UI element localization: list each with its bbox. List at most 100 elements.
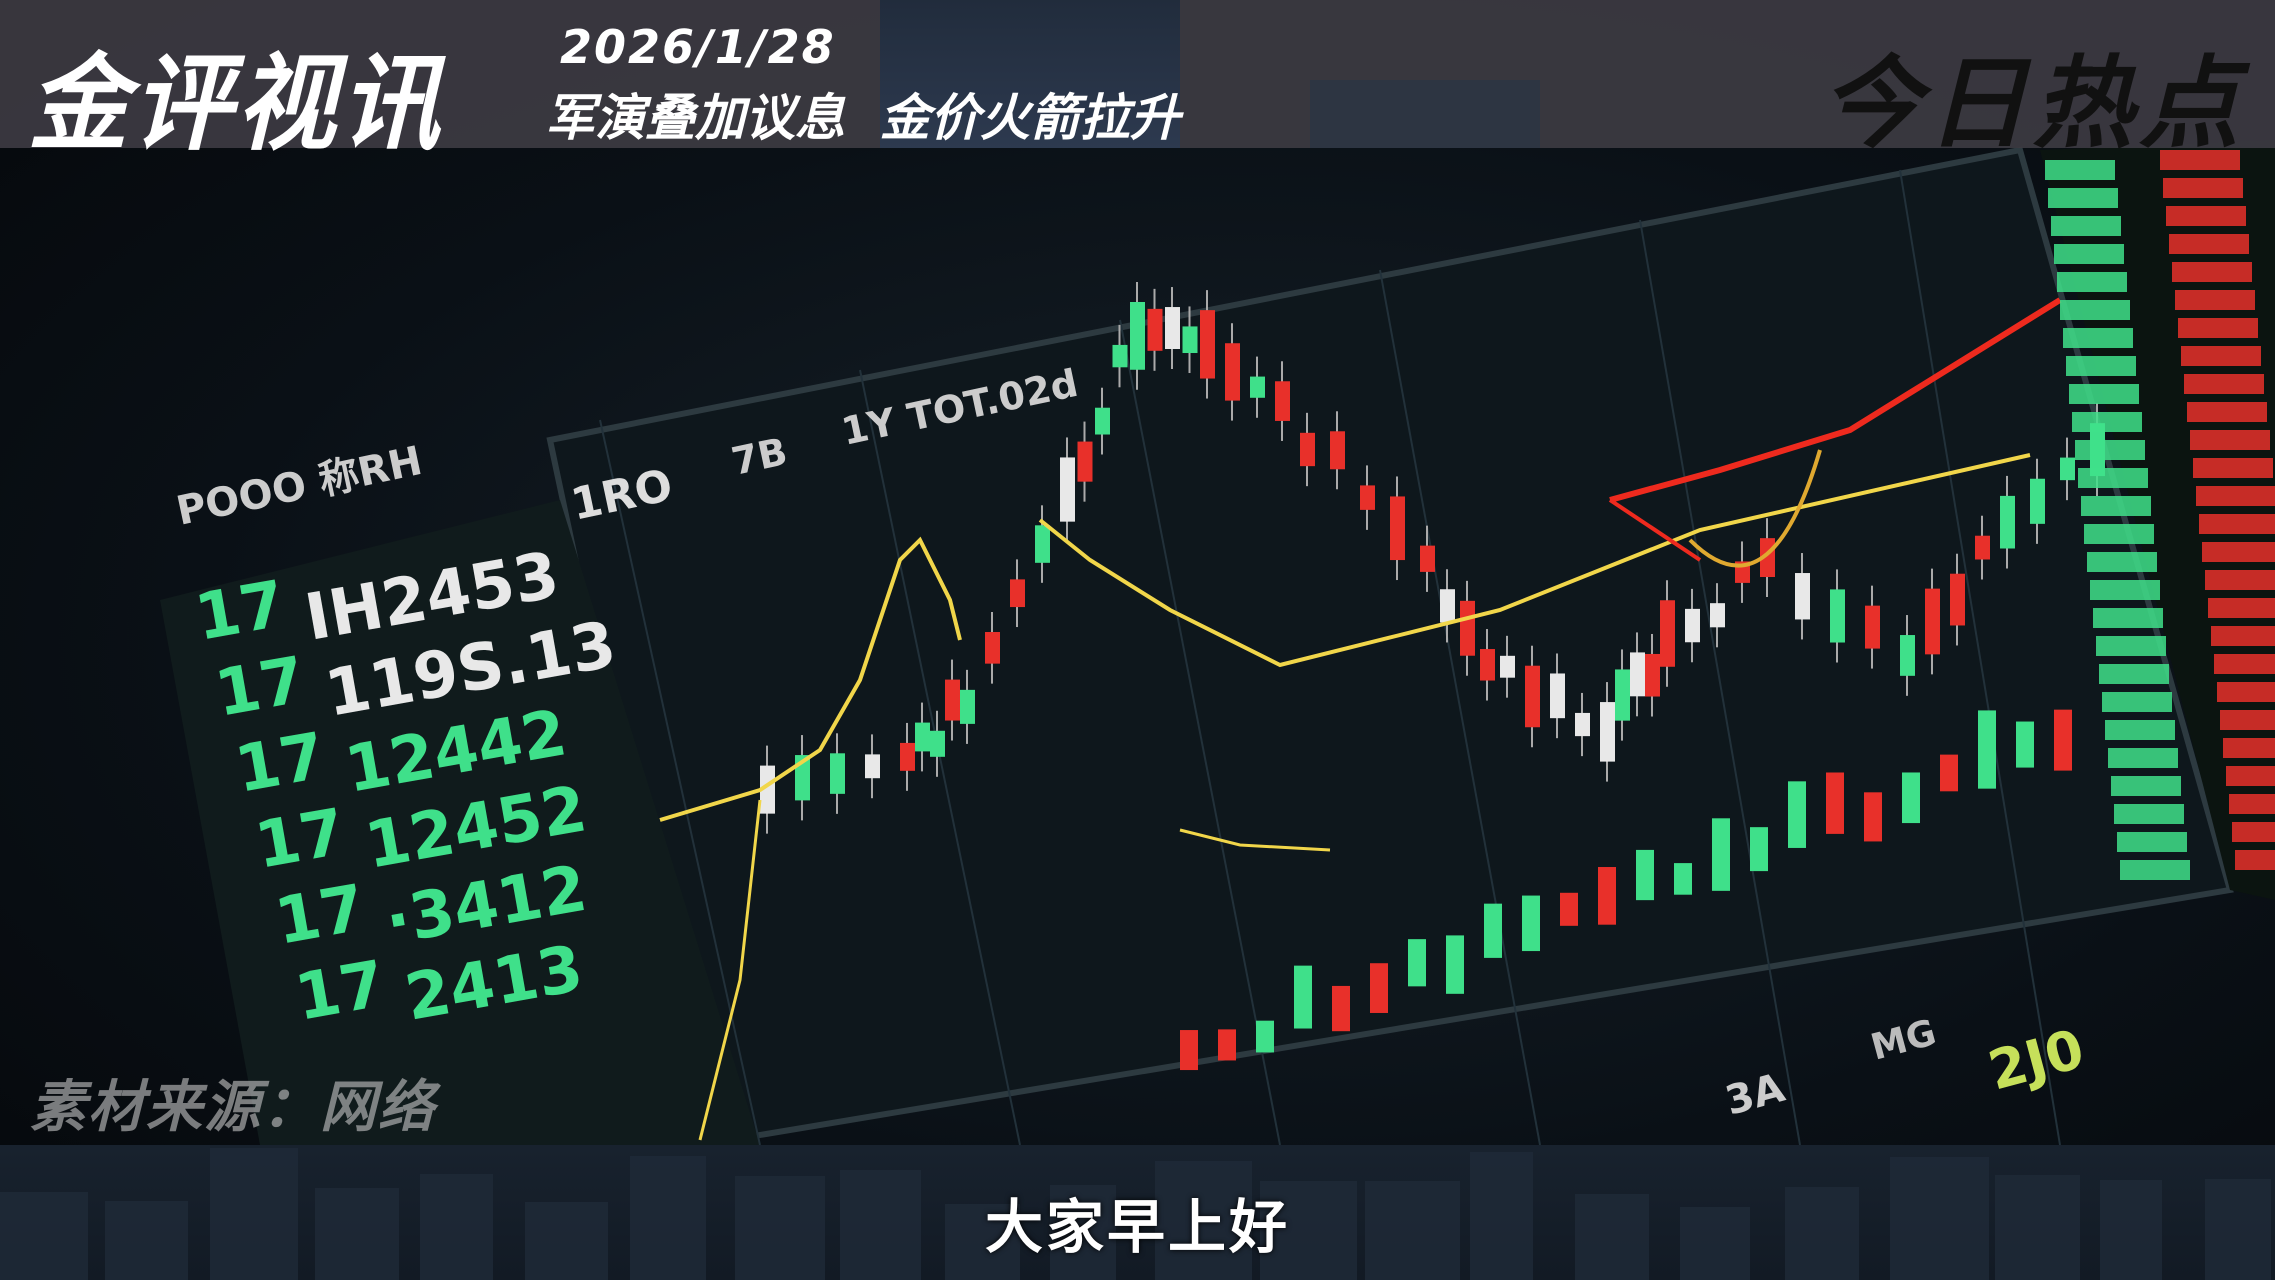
order-book-cell xyxy=(2081,496,2151,516)
ticker-prefix: 17 xyxy=(270,871,371,959)
candle xyxy=(1712,818,1730,891)
background-building xyxy=(525,1201,608,1280)
candle xyxy=(1256,1020,1274,1053)
candle xyxy=(1795,573,1810,620)
order-book-cell xyxy=(2120,860,2190,880)
ticker-prefix: 17 xyxy=(290,947,391,1035)
candle xyxy=(2000,495,2015,549)
candle xyxy=(1522,895,1540,952)
lower-label: 2J0 xyxy=(1982,1017,2090,1103)
background-building xyxy=(880,0,1180,148)
background-building xyxy=(630,1156,706,1280)
candle xyxy=(1035,525,1050,563)
order-book-cell xyxy=(2160,150,2240,170)
background-building xyxy=(210,1147,299,1280)
candle xyxy=(1550,673,1565,719)
ticker-prefix: 17 xyxy=(230,719,331,807)
candle xyxy=(1600,702,1615,762)
candle xyxy=(1147,308,1163,351)
channel-logo: 金评视讯 xyxy=(28,42,444,166)
candle xyxy=(1420,545,1435,572)
candle xyxy=(1978,710,1996,789)
candle xyxy=(1408,939,1426,987)
yellow-ma-line xyxy=(659,536,962,822)
order-book-cell xyxy=(2054,244,2124,264)
background-building xyxy=(2100,1179,2163,1280)
candle xyxy=(1975,535,1990,560)
headline: 军演叠加议息 金价火箭拉升 xyxy=(545,89,1180,147)
background-building xyxy=(1890,1157,1990,1280)
candle xyxy=(900,742,915,771)
order-book-cell xyxy=(2060,300,2130,320)
grid-line xyxy=(1639,219,1801,1146)
background-building xyxy=(1365,1181,1460,1280)
order-book-cell xyxy=(2235,850,2275,870)
candle xyxy=(2054,709,2072,771)
yellow-ma-line-4 xyxy=(1179,828,1331,852)
order-book-cell xyxy=(2223,738,2275,758)
background-building xyxy=(1785,1187,1860,1280)
order-book-cell xyxy=(2190,430,2270,450)
background-building xyxy=(1260,1180,1357,1280)
order-book-cell xyxy=(2048,188,2118,208)
candle xyxy=(1330,431,1345,470)
candle xyxy=(1095,407,1110,435)
order-book-cell xyxy=(2075,440,2145,460)
order-book-cell xyxy=(2226,766,2275,786)
background-building xyxy=(1680,1206,1750,1280)
order-book-cell xyxy=(2087,552,2157,572)
candle xyxy=(1077,441,1093,482)
candle xyxy=(1130,301,1145,370)
chart-grid xyxy=(599,169,2061,1146)
yellow-ma-line-2 xyxy=(1038,453,2031,668)
candle xyxy=(1294,965,1312,1029)
candle xyxy=(1674,863,1692,895)
candle xyxy=(1275,381,1290,421)
candle xyxy=(1010,579,1025,608)
order-book-cell xyxy=(2090,580,2160,600)
candle xyxy=(1440,589,1455,623)
candle xyxy=(1788,781,1806,848)
order-book-cell xyxy=(2105,720,2175,740)
candle xyxy=(1390,496,1405,561)
candle xyxy=(1332,985,1350,1032)
ticker-prefix: 17 xyxy=(250,795,351,883)
red-trend-line xyxy=(1609,297,2062,503)
candle xyxy=(1925,588,1940,655)
candle xyxy=(1900,635,1915,676)
order-book-cell xyxy=(2202,542,2275,562)
candle xyxy=(1560,892,1578,926)
order-book-cell xyxy=(2166,206,2246,226)
candle xyxy=(1950,573,1965,626)
candle xyxy=(1710,603,1725,628)
candle xyxy=(1865,605,1880,649)
order-book-cell xyxy=(2066,356,2136,376)
background-building xyxy=(735,1175,825,1280)
subtitle-caption: 大家早上好 xyxy=(984,1193,1290,1261)
red-trend-line-2 xyxy=(1608,498,1702,562)
source-watermark: 素材来源：网络 xyxy=(30,1075,436,1140)
candle xyxy=(1480,649,1495,681)
order-book-cell xyxy=(2178,318,2258,338)
candle xyxy=(1750,827,1768,872)
order-book-cell xyxy=(2102,692,2172,712)
background-building xyxy=(1995,1174,2080,1280)
order-book-cell xyxy=(2217,682,2275,702)
background-building xyxy=(1310,80,1540,148)
order-book-cell xyxy=(2099,664,2169,684)
title-bar: 金评视讯 2026/1/28 军演叠加议息 金价火箭拉升 今日热点 xyxy=(0,0,2275,165)
candle xyxy=(760,765,775,814)
lower-labels: 3A MG 2J0 xyxy=(1721,1012,2091,1124)
broadcast-date: 2026/1/28 xyxy=(560,20,836,74)
candle xyxy=(1826,772,1844,834)
candle xyxy=(1180,1030,1198,1071)
order-book-cell xyxy=(2163,178,2243,198)
candle xyxy=(1636,849,1654,901)
background-building xyxy=(0,1192,89,1280)
candle xyxy=(1500,655,1515,678)
candle xyxy=(1685,608,1700,643)
subtitle-band xyxy=(0,1145,2275,1280)
candle xyxy=(2016,721,2034,768)
ticker-prefix: 17 xyxy=(190,567,291,655)
order-book-cell xyxy=(2229,794,2275,814)
